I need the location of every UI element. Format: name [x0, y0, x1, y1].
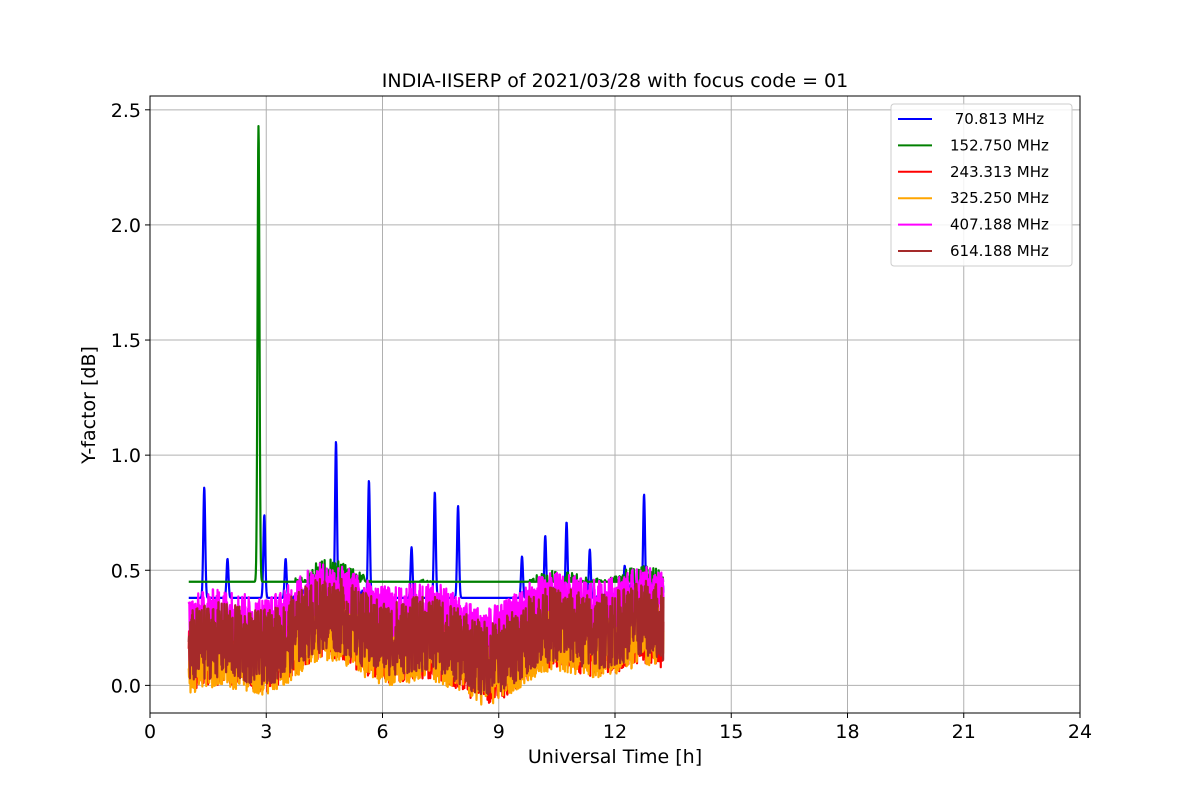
x-tick-label: 24	[1068, 721, 1092, 743]
x-tick-label: 6	[376, 721, 388, 743]
y-tick-label: 2.0	[111, 215, 141, 237]
legend-label: 614.188 MHz	[950, 242, 1049, 260]
legend-label: 70.813 MHz	[950, 110, 1044, 128]
x-tick-label: 18	[835, 721, 859, 743]
legend-label: 325.250 MHz	[950, 189, 1049, 207]
x-tick-label: 15	[719, 721, 743, 743]
x-tick-label: 0	[144, 721, 156, 743]
series-lines	[187, 125, 665, 706]
series-line	[187, 577, 665, 696]
y-tick-label: 1.5	[111, 330, 141, 352]
legend-label: 243.313 MHz	[950, 163, 1049, 181]
y-tick-label: 0.5	[111, 560, 141, 582]
x-tick-label: 21	[952, 721, 976, 743]
axis-ticks: 0 3 6 9 12 15 18 21 24 0.0 0.5 1.0 1.5 2.0 2.5	[111, 100, 1092, 743]
y-tick-label: 1.0	[111, 445, 141, 467]
y-axis-label: Y-factor [dB]	[78, 346, 100, 465]
legend: 70.813 MHz 152.750 MHz 243.313 MHz 325.250 …	[890, 103, 1073, 267]
legend-label: 407.188 MHz	[950, 216, 1049, 234]
x-tick-label: 12	[603, 721, 627, 743]
legend-label: 152.750 MHz	[950, 136, 1049, 154]
y-tick-label: 0.0	[111, 675, 141, 697]
chart-title: INDIA-IISERP of 2021/03/28 with focus co…	[382, 70, 848, 92]
x-tick-label: 9	[493, 721, 505, 743]
x-axis-label: Universal Time [h]	[528, 746, 702, 768]
x-tick-label: 3	[260, 721, 272, 743]
y-tick-label: 2.5	[111, 100, 141, 122]
legend-box	[890, 103, 1073, 267]
